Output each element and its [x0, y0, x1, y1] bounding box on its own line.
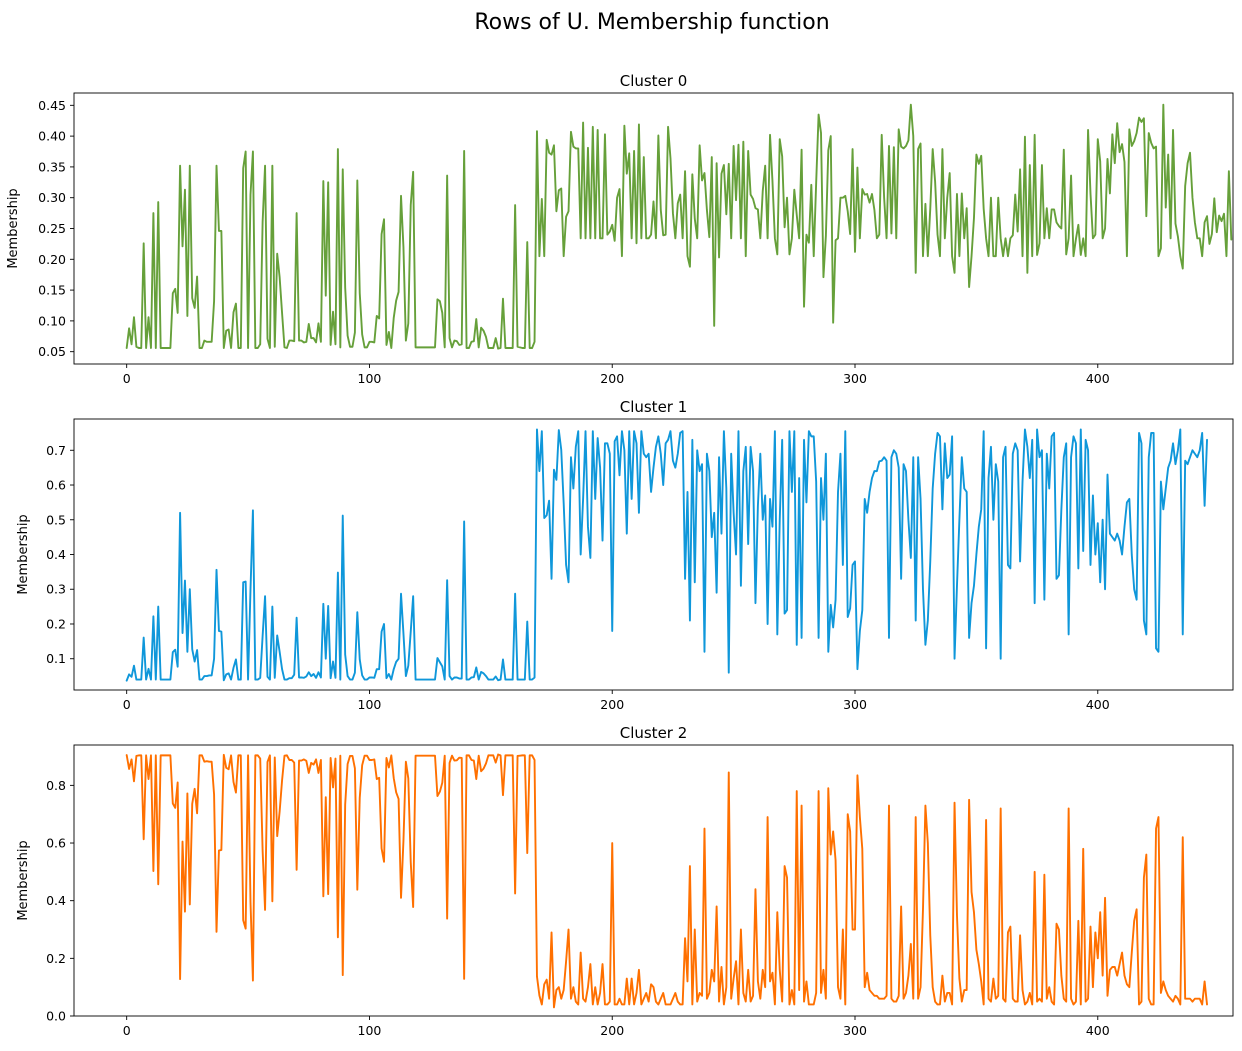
y-tick-label: 0.05 — [38, 344, 66, 359]
x-tick-label: 200 — [600, 1023, 624, 1038]
series-line — [125, 428, 1208, 682]
x-tick-label: 400 — [1086, 1023, 1110, 1038]
x-tick-label: 300 — [843, 371, 867, 386]
y-tick-label: 0.40 — [38, 129, 66, 144]
y-tick-label: 0.1 — [46, 651, 66, 666]
y-axis-label: Membership — [16, 840, 31, 920]
x-tick-label: 0 — [123, 1023, 131, 1038]
panel-title: Cluster 0 — [620, 72, 688, 90]
y-tick-label: 0.25 — [38, 221, 66, 236]
y-tick-label: 0.5 — [46, 512, 66, 527]
panel-cluster-0: Cluster 0 Membership 0 100 200 300 400 0.05 0.10… — [6, 72, 1234, 386]
y-tick-label: 0.8 — [46, 778, 66, 793]
y-tick-label: 0.0 — [46, 1009, 66, 1024]
y-tick-label: 0.10 — [38, 313, 66, 328]
y-tick-label: 0.20 — [38, 252, 66, 267]
y-tick-label: 0.2 — [46, 951, 66, 966]
x-tick-label: 100 — [358, 1023, 382, 1038]
y-axis-label: Membership — [16, 514, 31, 594]
y-tick-label: 0.35 — [38, 159, 66, 174]
x-tick-label: 100 — [358, 697, 382, 712]
x-tick-label: 300 — [843, 697, 867, 712]
series-line — [125, 753, 1208, 1009]
panel-title: Cluster 2 — [620, 724, 688, 742]
y-tick-label: 0.6 — [46, 478, 66, 493]
y-tick-label: 0.7 — [46, 443, 66, 458]
panel-title: Cluster 1 — [620, 398, 688, 416]
x-tick-label: 100 — [358, 371, 382, 386]
y-tick-label: 0.4 — [46, 893, 66, 908]
y-tick-label: 0.3 — [46, 582, 66, 597]
axes-frame — [73, 744, 1234, 1017]
x-tick-label: 0 — [123, 697, 131, 712]
x-tick-label: 400 — [1086, 697, 1110, 712]
y-axis-label: Membership — [6, 188, 21, 268]
panel-cluster-1: Cluster 1 Membership 0 100 200 300 400 0.1 0.2 0.… — [16, 398, 1234, 712]
panel-cluster-2: Cluster 2 Membership 0 100 200 300 400 0.0 0.2 0.… — [16, 724, 1234, 1038]
series-line — [125, 103, 1233, 350]
x-tick-label: 200 — [600, 371, 624, 386]
y-tick-label: 0.30 — [38, 190, 66, 205]
y-tick-label: 0.15 — [38, 283, 66, 298]
y-tick-label: 0.4 — [46, 547, 66, 562]
figure-title: Rows of U. Membership function — [474, 10, 829, 35]
y-tick-label: 0.45 — [38, 98, 66, 113]
x-tick-label: 0 — [123, 371, 131, 386]
x-tick-label: 200 — [600, 697, 624, 712]
x-tick-label: 400 — [1086, 371, 1110, 386]
y-tick-label: 0.6 — [46, 836, 66, 851]
y-tick-label: 0.2 — [46, 616, 66, 631]
x-tick-label: 300 — [843, 1023, 867, 1038]
